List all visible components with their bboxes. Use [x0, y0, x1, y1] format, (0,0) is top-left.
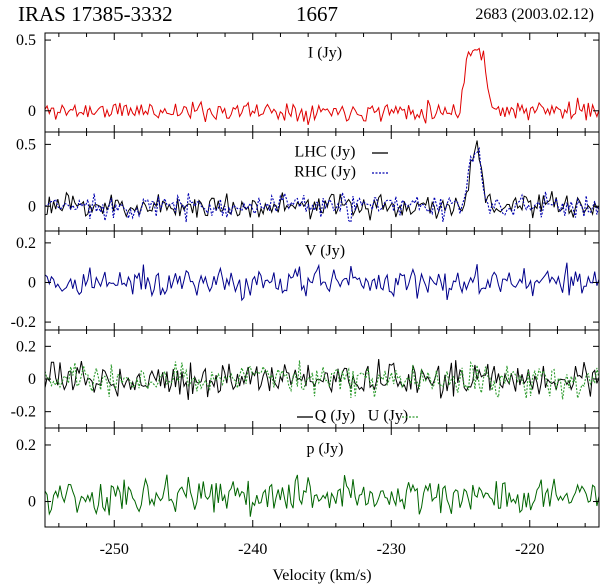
y-tick-label: 0.5: [16, 136, 36, 153]
panel-frame: [44, 427, 600, 528]
series-line-V: [44, 262, 600, 302]
panel-I: I (Jy) 0 0.5: [16, 32, 600, 133]
series-label-Q: Q (Jy): [315, 408, 355, 425]
x-tick-label: -250: [100, 541, 129, 558]
panel-QU: Q (Jy) U (Jy) -0.2 0 0.2: [11, 329, 600, 429]
y-tick-label: 0.5: [16, 32, 36, 49]
series-line-U: [44, 360, 600, 400]
y-tick-label: 0: [28, 198, 36, 215]
series-line-p: [44, 474, 600, 517]
y-tick-label: -0.2: [11, 404, 36, 421]
series-line-I: [44, 47, 600, 126]
panel-p: p (Jy) 0 0.2: [16, 427, 600, 528]
series-label-V: V (Jy): [305, 243, 345, 260]
observation-label: 2683 (2003.02.12): [475, 6, 594, 23]
series-line-LHC: [44, 140, 600, 221]
series-label-RHC: RHC (Jy): [294, 164, 356, 181]
y-tick-label: 0: [28, 103, 36, 120]
x-tick-label: -230: [377, 541, 406, 558]
panel-LR: LHC (Jy) RHC (Jy) 0 0.5: [16, 131, 600, 232]
series-label-LHC: LHC (Jy): [295, 144, 356, 161]
series-label-U: U (Jy): [368, 408, 408, 425]
panel-V: V (Jy) -0.2 0 0.2: [11, 230, 600, 331]
y-tick-label: 0: [28, 274, 36, 291]
y-tick-label: 0: [28, 494, 36, 511]
y-tick-label: 0: [28, 371, 36, 388]
series-label-I: I (Jy): [308, 45, 342, 62]
y-tick-label: 0.2: [16, 437, 36, 454]
series-line-RHC: [44, 146, 600, 224]
x-tick-label: -240: [238, 541, 267, 558]
x-tick-label: -220: [515, 541, 544, 558]
x-axis-label: Velocity (km/s): [272, 567, 371, 584]
source-name: IRAS 17385-3332: [18, 2, 173, 26]
y-tick-label: 0.2: [16, 338, 36, 355]
y-tick-label: 0.2: [16, 235, 36, 252]
series-line-Q: [44, 359, 600, 400]
frequency-label: 1667: [296, 2, 338, 26]
series-label-p: p (Jy): [307, 441, 344, 458]
figure-header: IRAS 17385-3332 1667 2683 (2003.02.12): [0, 0, 600, 30]
y-tick-label: -0.2: [11, 314, 36, 331]
